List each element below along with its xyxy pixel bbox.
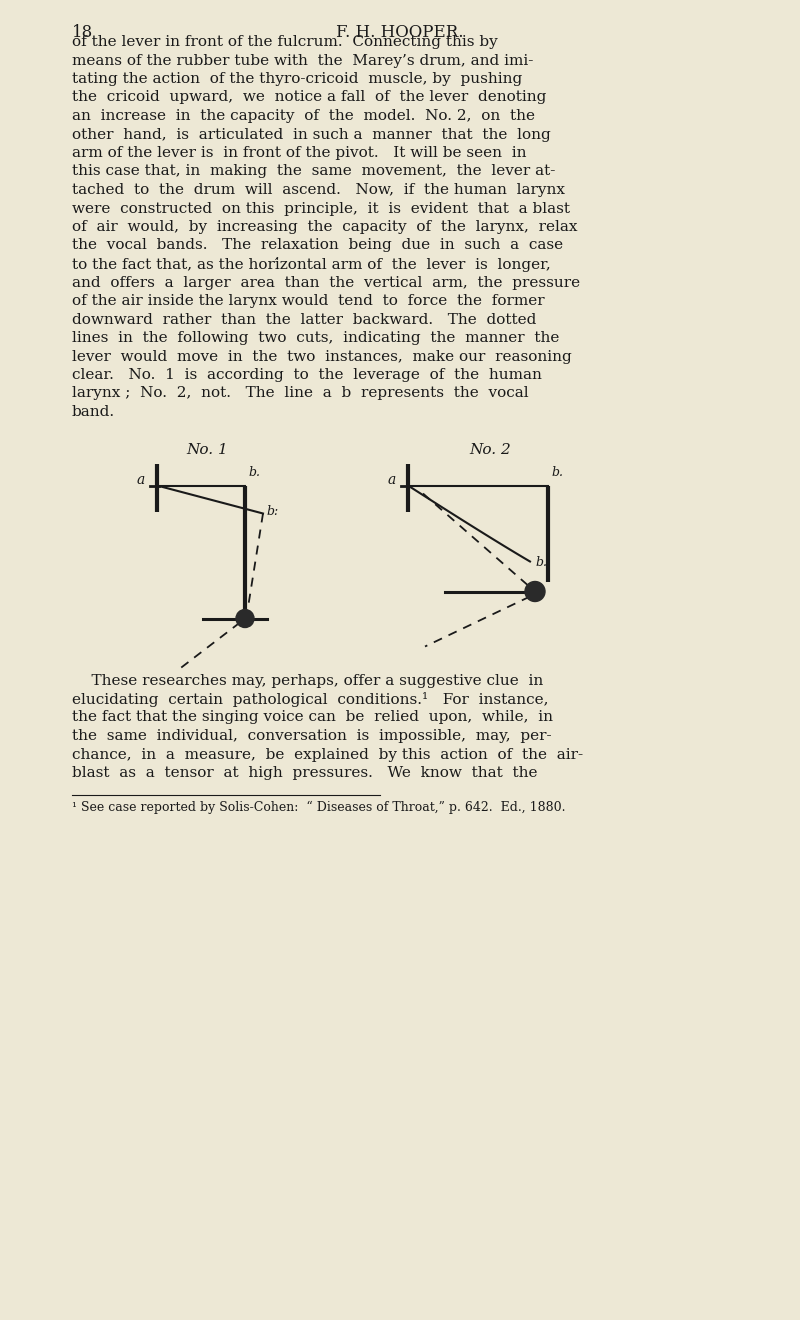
Text: were  constructed  on this  principle,  it  is  evident  that  a blast: were constructed on this principle, it i…: [72, 202, 570, 215]
Circle shape: [525, 582, 545, 602]
Text: of the air inside the larynx would  tend  to  force  the  former: of the air inside the larynx would tend …: [72, 294, 545, 308]
Text: the  same  individual,  conversation  is  impossible,  may,  per-: the same individual, conversation is imp…: [72, 729, 552, 743]
Text: the fact that the singing voice can  be  relied  upon,  while,  in: the fact that the singing voice can be r…: [72, 710, 553, 725]
Text: this case that, in  making  the  same  movement,  the  lever at-: this case that, in making the same movem…: [72, 165, 555, 178]
Text: chance,  in  a  measure,  be  explained  by this  action  of  the  air-: chance, in a measure, be explained by th…: [72, 747, 583, 762]
Text: downward  rather  than  the  latter  backward.   The  dotted: downward rather than the latter backward…: [72, 313, 536, 326]
Circle shape: [236, 610, 254, 627]
Text: elucidating  certain  pathological  conditions.¹   For  instance,: elucidating certain pathological conditi…: [72, 692, 549, 708]
Text: No. 2: No. 2: [469, 444, 511, 458]
Text: ¹ See case reported by Solis-Cohen:  “ Diseases of Throat,” p. 642.  Ed., 1880.: ¹ See case reported by Solis-Cohen: “ Di…: [72, 800, 566, 813]
Text: b.: b.: [248, 466, 260, 479]
Text: b:: b:: [266, 506, 278, 517]
Text: F. H. HOOPER.: F. H. HOOPER.: [336, 24, 464, 41]
Text: a: a: [137, 474, 145, 487]
Text: b.: b.: [535, 557, 547, 569]
Text: other  hand,  is  articulated  in such a  manner  that  the  long: other hand, is articulated in such a man…: [72, 128, 550, 141]
Text: clear.   No.  1  is  according  to  the  leverage  of  the  human: clear. No. 1 is according to the leverag…: [72, 368, 542, 381]
Text: tached  to  the  drum  will  ascend.   Now,  if  the human  larynx: tached to the drum will ascend. Now, if …: [72, 183, 565, 197]
Text: No. 1: No. 1: [186, 444, 228, 458]
Text: b.: b.: [551, 466, 563, 479]
Text: 18: 18: [72, 24, 94, 41]
Text: to the fact that, as the horízontal arm of  the  lever  is  longer,: to the fact that, as the horízontal arm…: [72, 257, 550, 272]
Text: the  cricoid  upward,  we  notice a fall  of  the lever  denoting: the cricoid upward, we notice a fall of …: [72, 91, 546, 104]
Text: of the lever in front of the fulcrum.  Connecting this by: of the lever in front of the fulcrum. Co…: [72, 36, 498, 49]
Text: lever  would  move  in  the  two  instances,  make our  reasoning: lever would move in the two instances, m…: [72, 350, 572, 363]
Text: of  air  would,  by  increasing  the  capacity  of  the  larynx,  relax: of air would, by increasing the capacity…: [72, 220, 578, 234]
Text: a: a: [388, 474, 396, 487]
Text: These researches may, perhaps, offer a suggestive clue  in: These researches may, perhaps, offer a s…: [72, 673, 543, 688]
Text: larynx ;  No.  2,  not.   The  line  a  b  represents  the  vocal: larynx ; No. 2, not. The line a b repres…: [72, 387, 529, 400]
Text: band.: band.: [72, 405, 115, 418]
Text: an  increase  in  the capacity  of  the  model.  No. 2,  on  the: an increase in the capacity of the model…: [72, 110, 535, 123]
Text: lines  in  the  following  two  cuts,  indicating  the  manner  the: lines in the following two cuts, indicat…: [72, 331, 559, 345]
Text: arm of the lever is  in front of the pivot.   It will be seen  in: arm of the lever is in front of the pivo…: [72, 147, 526, 160]
Text: the  vocal  bands.   The  relaxation  being  due  in  such  a  case: the vocal bands. The relaxation being du…: [72, 239, 563, 252]
Text: blast  as  a  tensor  at  high  pressures.   We  know  that  the: blast as a tensor at high pressures. We …: [72, 766, 538, 780]
Text: tating the action  of the thyro-cricoid  muscle, by  pushing: tating the action of the thyro-cricoid m…: [72, 73, 522, 86]
Text: and  offers  a  larger  area  than  the  vertical  arm,  the  pressure: and offers a larger area than the vertic…: [72, 276, 580, 289]
Text: means of the rubber tube with  the  Marey’s drum, and imi-: means of the rubber tube with the Marey’…: [72, 54, 534, 67]
